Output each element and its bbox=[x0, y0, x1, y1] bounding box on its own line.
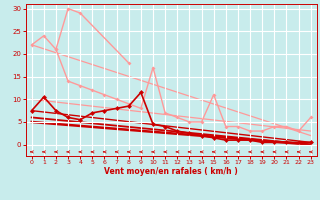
X-axis label: Vent moyen/en rafales ( km/h ): Vent moyen/en rafales ( km/h ) bbox=[104, 167, 238, 176]
